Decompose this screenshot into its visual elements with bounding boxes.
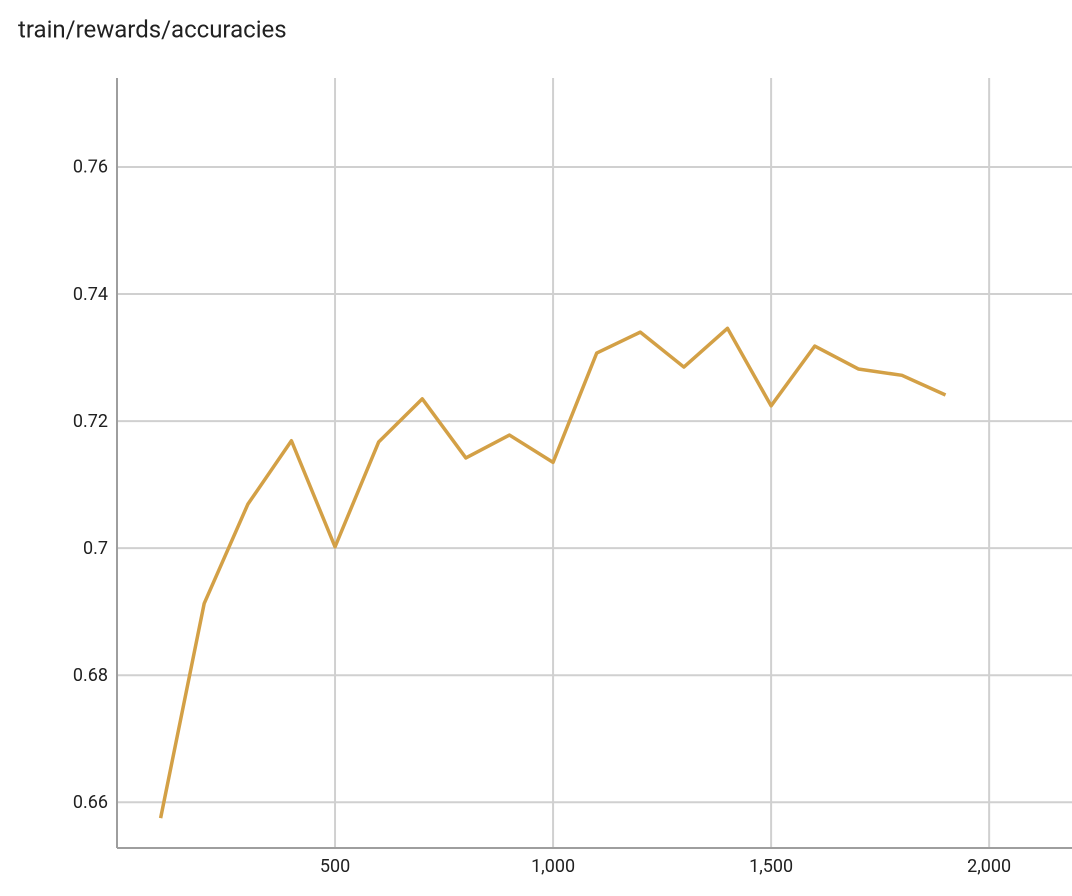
y-tick-label: 0.7 (83, 538, 108, 559)
y-tick-label: 0.66 (73, 792, 108, 813)
x-tick-label: 1,000 (531, 856, 575, 877)
y-tick-label: 0.76 (73, 157, 108, 178)
x-tick-label: 500 (320, 856, 350, 877)
x-tick-label: 1,500 (749, 856, 793, 877)
y-tick-label: 0.74 (73, 284, 108, 305)
x-tick-label: 2,000 (967, 856, 1011, 877)
chart-title: train/rewards/accuracies (18, 15, 287, 43)
y-tick-label: 0.68 (73, 665, 108, 686)
data-line (158, 326, 947, 819)
y-tick-label: 0.72 (73, 411, 108, 432)
grid (117, 78, 1072, 848)
